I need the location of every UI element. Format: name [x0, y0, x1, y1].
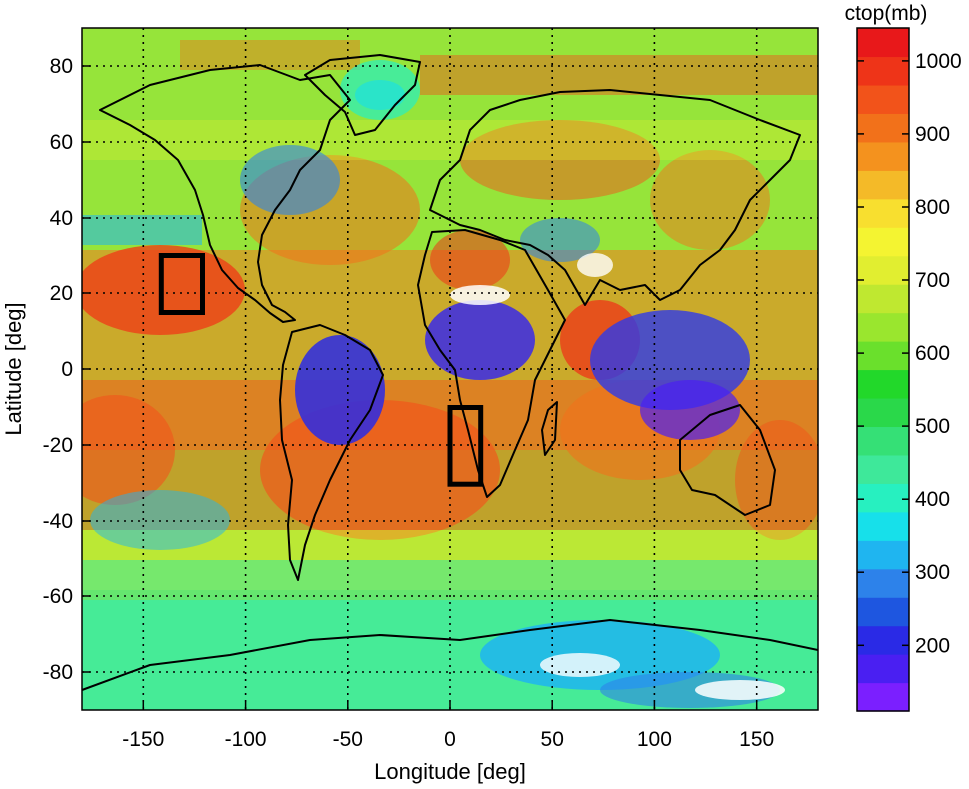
colorbar-swatch: [857, 568, 909, 598]
region-box-southeast-atlantic: [447, 405, 484, 487]
colorbar-swatch: [857, 682, 909, 712]
colorbar-swatches: [857, 28, 909, 712]
colorbar-frame: [856, 27, 910, 712]
colorbar-tick-label: 300: [915, 561, 950, 584]
colorbar-swatch: [857, 255, 909, 285]
colorbar-tick-label: 400: [915, 488, 950, 511]
x-tick-label: 50: [541, 728, 564, 751]
y-tick-label: 80: [50, 55, 73, 78]
y-tick-label: -60: [43, 585, 73, 608]
x-tick-label: -150: [122, 728, 164, 751]
colorbar-swatch: [857, 341, 909, 371]
colorbar-swatch: [857, 284, 909, 314]
x-axis-label: Longitude [deg]: [374, 759, 526, 784]
y-tick-label: 60: [50, 131, 73, 154]
cloud-top-pressure-field: [82, 40, 818, 710]
y-tick-label: -20: [43, 434, 73, 457]
x-tick-labels: -150 -100 -50 0 50 100 150: [122, 728, 774, 751]
colorbar-swatch: [857, 540, 909, 570]
colorbar-swatch: [857, 198, 909, 228]
colorbar-tick-label: 600: [915, 342, 950, 365]
colorbar-swatch: [857, 170, 909, 200]
region-boxes: [158, 253, 484, 487]
coastlines: [82, 54, 818, 691]
colorbar-swatch: [857, 454, 909, 484]
colorbar-swatch: [857, 369, 909, 399]
madagascar-outline: [541, 401, 558, 456]
australia-outline: [679, 404, 776, 516]
colorbar-swatch: [857, 56, 909, 86]
colorbar-swatch: [857, 227, 909, 257]
colorbar-swatch: [857, 141, 909, 171]
y-tick-label: 40: [50, 207, 73, 230]
colorbar-tick-label: 900: [915, 123, 950, 146]
colorbar-tick-label: 1000: [915, 50, 962, 73]
colorbar-swatch: [857, 511, 909, 541]
colorbar-title: ctop(mb): [845, 2, 928, 25]
x-tick-label: -100: [225, 728, 267, 751]
colorbar-swatch: [857, 597, 909, 627]
colorbar-swatch: [857, 28, 909, 58]
x-tick-label: 150: [739, 728, 774, 751]
south-america-outline: [279, 324, 384, 581]
colorbar-swatch: [857, 113, 909, 143]
y-tick-label: -40: [43, 510, 73, 533]
colorbar-swatch: [857, 654, 909, 684]
colorbar-swatch: [857, 84, 909, 114]
x-tick-label: -50: [333, 728, 363, 751]
colorbar-tick-label: 500: [915, 415, 950, 438]
y-tick-label: 0: [61, 358, 73, 381]
map-panel: [82, 28, 818, 710]
north-america-outline: [99, 64, 351, 323]
europe-asia-outline: [429, 89, 801, 306]
map-tick-marks: [82, 65, 758, 710]
africa-outline: [417, 229, 566, 498]
y-axis-label: Latitude [deg]: [1, 302, 26, 435]
colorbar-ticks: 1000 900 800 700 600 500 400 300 200: [857, 50, 962, 657]
region-box-northeast-pacific: [158, 253, 206, 315]
x-tick-label: 0: [444, 728, 456, 751]
colorbar-tick-label: 200: [915, 634, 950, 657]
colorbar-swatch: [857, 426, 909, 456]
y-tick-label: -80: [43, 661, 73, 684]
colorbar-tick-label: 800: [915, 196, 950, 219]
colorbar: ctop(mb) 1000 900 800 700 600 500 400 300 200: [845, 2, 962, 712]
map-grid: [82, 28, 818, 710]
y-tick-labels: 80 60 40 20 0 -20 -40 -60 -80: [43, 55, 73, 684]
greenland-outline: [304, 54, 421, 136]
colorbar-swatch: [857, 625, 909, 655]
colorbar-tick-label: 700: [915, 269, 950, 292]
colorbar-swatch: [857, 312, 909, 342]
colorbar-swatch: [857, 397, 909, 428]
antarctica-outline: [82, 619, 818, 691]
y-tick-label: 20: [50, 282, 73, 305]
x-tick-label: 100: [637, 728, 672, 751]
colorbar-swatch: [857, 483, 909, 513]
